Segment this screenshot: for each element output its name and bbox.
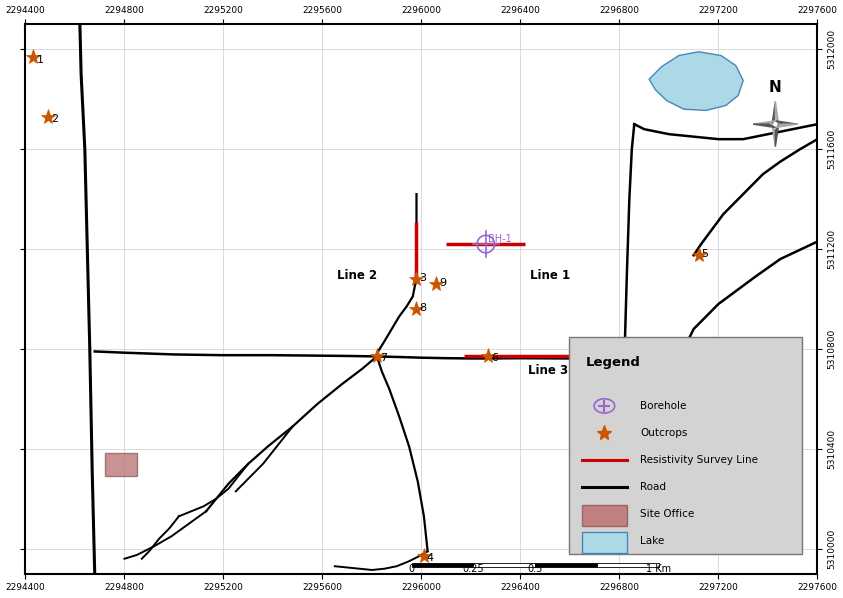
Bar	[535, 563, 597, 568]
Text: 0.5: 0.5	[528, 564, 543, 573]
Text: 0.25: 0.25	[463, 564, 484, 573]
Polygon shape	[776, 124, 797, 127]
Text: 0: 0	[409, 564, 415, 573]
Text: Line 1: Line 1	[530, 269, 571, 282]
Text: 9: 9	[438, 278, 446, 288]
Text: 5: 5	[701, 249, 709, 260]
Text: Lake: Lake	[640, 536, 664, 546]
Bar	[569, 337, 803, 554]
Bar	[583, 505, 626, 526]
Text: Outcrops: Outcrops	[640, 428, 687, 438]
Polygon shape	[776, 124, 779, 147]
Polygon shape	[772, 124, 776, 147]
Polygon shape	[649, 52, 744, 111]
Polygon shape	[753, 124, 776, 127]
Text: N: N	[769, 81, 781, 96]
Text: Line 2: Line 2	[337, 269, 378, 282]
Polygon shape	[772, 102, 776, 124]
Text: Resistivity Survey Line: Resistivity Survey Line	[640, 455, 758, 465]
Text: Borehole: Borehole	[640, 401, 686, 411]
Text: 6: 6	[491, 353, 498, 363]
Text: Site Office: Site Office	[640, 509, 695, 519]
Text: 1 Km: 1 Km	[647, 564, 672, 573]
Bar	[474, 563, 535, 568]
Bar	[583, 532, 626, 553]
Text: 8: 8	[419, 303, 426, 313]
Text: 2: 2	[51, 114, 58, 124]
Text: BH-1: BH-1	[488, 234, 512, 243]
Text: 3: 3	[420, 273, 427, 283]
Text: Legend: Legend	[586, 356, 641, 369]
Text: 1: 1	[36, 55, 44, 65]
Bar	[597, 563, 659, 568]
Text: 4: 4	[427, 553, 434, 563]
Polygon shape	[753, 121, 776, 124]
Bar	[411, 563, 474, 568]
Text: Road: Road	[640, 482, 666, 492]
Text: Line 3: Line 3	[528, 364, 568, 377]
Polygon shape	[776, 102, 779, 124]
Text: 7: 7	[380, 353, 387, 363]
Bar	[105, 453, 137, 477]
Polygon shape	[776, 121, 797, 124]
